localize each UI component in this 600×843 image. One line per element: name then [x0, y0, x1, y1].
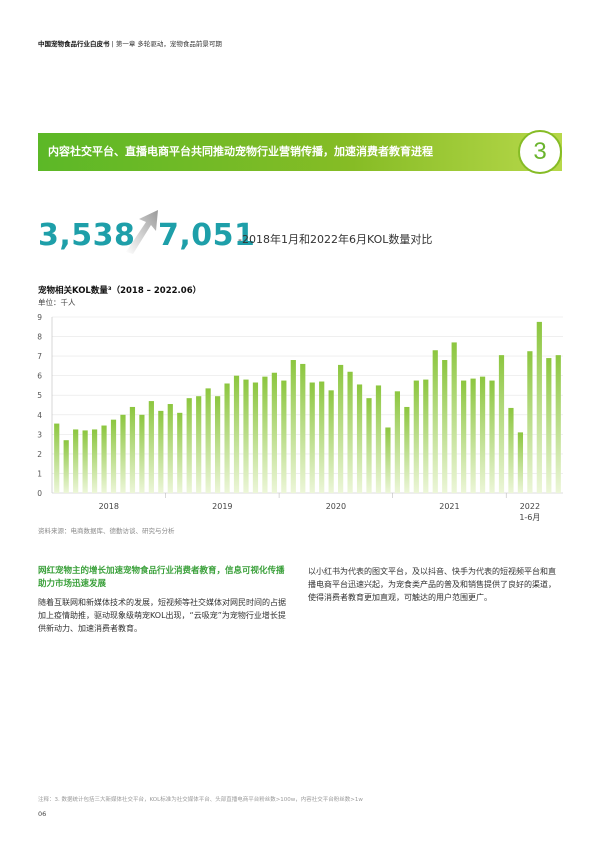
- bar: [442, 360, 448, 493]
- bar: [319, 381, 325, 493]
- bar: [555, 355, 561, 493]
- chart-title: 宠物相关KOL数量³（2018 – 2022.06）: [38, 286, 202, 296]
- bar: [479, 376, 486, 493]
- y-tick-label: 3: [37, 430, 42, 439]
- bar: [489, 380, 495, 493]
- bar: [196, 396, 202, 493]
- bar: [394, 391, 401, 493]
- bar: [527, 351, 533, 493]
- bar: [338, 364, 344, 493]
- bar: [546, 358, 552, 493]
- x-tick-label: 2020: [326, 502, 346, 511]
- bar: [347, 371, 353, 493]
- bar: [252, 382, 259, 493]
- bar: [290, 360, 296, 493]
- footnote: 注释：3. 数据统计包括三大新媒体社交平台，KOL标准为社交媒体平台、头部直播电…: [38, 797, 363, 803]
- report-title: 中国宠物食品行业白皮书: [38, 40, 110, 48]
- bar: [470, 378, 476, 493]
- bar: [536, 321, 542, 493]
- source-note: 资料来源：电商数据库、德勤访谈、研究与分析: [38, 527, 175, 535]
- bar: [385, 427, 391, 493]
- y-tick-label: 2: [37, 450, 42, 459]
- y-tick-label: 8: [37, 333, 42, 342]
- left-column-heading: 网红宠物主的增长加速宠物食品行业消费者教育，信息可视化传播助力市场迅速发展: [38, 566, 285, 589]
- bar: [110, 419, 117, 493]
- section-number-badge: 3: [518, 130, 562, 174]
- bar: [356, 384, 363, 493]
- bar: [375, 385, 382, 493]
- bar: [432, 350, 438, 493]
- bar: [413, 380, 419, 493]
- bar: [186, 398, 192, 493]
- bar: [517, 432, 524, 493]
- y-tick-label: 6: [37, 372, 42, 381]
- bar: [461, 380, 467, 493]
- bar: [205, 388, 211, 493]
- right-column-body: 以小红书为代表的图文平台，及以抖音、快手为代表的短视频平台和直播电商平台迅速兴起…: [308, 567, 556, 602]
- bar: [101, 425, 107, 493]
- bar: [139, 414, 145, 493]
- bar: [158, 410, 164, 493]
- chart-unit: 单位：千人: [38, 298, 76, 307]
- y-tick-label: 7: [37, 352, 42, 361]
- y-tick-label: 9: [37, 313, 42, 322]
- growth-arrow-icon: [126, 210, 158, 254]
- bar: [451, 342, 457, 493]
- banner-text: 内容社交平台、直播电商平台共同推动宠物行业营销传播，加速消费者教育进程: [48, 145, 433, 158]
- bar: [423, 379, 429, 493]
- section-banner: 内容社交平台、直播电商平台共同推动宠物行业营销传播，加速消费者教育进程: [38, 133, 562, 171]
- page-number: 06: [38, 810, 47, 818]
- y-tick-label: 0: [37, 489, 42, 498]
- bar: [243, 379, 249, 493]
- bar: [271, 372, 277, 493]
- x-tick-label: 1-6月: [519, 513, 540, 522]
- bar: [129, 406, 136, 493]
- bar: [262, 376, 268, 493]
- x-tick-label: 2021: [439, 502, 459, 511]
- bar: [498, 355, 505, 493]
- x-tick-label: 2018: [99, 502, 119, 511]
- bar: [508, 407, 514, 493]
- bar: [233, 375, 240, 493]
- header-separator: |: [111, 40, 114, 48]
- bar: [167, 404, 173, 493]
- y-tick-label: 4: [37, 411, 42, 420]
- comparison-caption: -2018年1月和2022年6月KOL数量对比: [238, 233, 433, 246]
- bar: [214, 396, 221, 493]
- kol-count-2022: 7,051: [158, 218, 256, 253]
- y-tick-label: 1: [37, 469, 42, 478]
- bar: [73, 429, 79, 493]
- bar: [404, 406, 410, 493]
- bar: [328, 390, 334, 493]
- page-header: 中国宠物食品行业白皮书 | 第一章 多轮驱动，宠物食品前景可期: [38, 38, 222, 48]
- x-tick-label: 2019: [212, 502, 232, 511]
- chapter-title: 第一章 多轮驱动，宠物食品前景可期: [115, 40, 222, 48]
- bar: [120, 414, 126, 493]
- bar: [300, 363, 306, 493]
- bar: [177, 412, 183, 493]
- left-column-body: 随着互联网和新媒体技术的发展，短视频等社交媒体对网民时间的占据加上疫情助推，驱动…: [38, 598, 286, 633]
- bar: [366, 398, 372, 493]
- x-tick-label: 2022: [520, 502, 540, 511]
- bar: [63, 440, 69, 493]
- bar: [281, 380, 287, 493]
- bar: [82, 430, 88, 493]
- bar: [224, 383, 230, 493]
- kol-count-2018: 3,538: [38, 218, 136, 253]
- y-tick-label: 5: [37, 391, 42, 400]
- bar: [148, 401, 154, 493]
- bar: [91, 429, 98, 493]
- bar: [309, 382, 315, 493]
- bar: [54, 423, 60, 493]
